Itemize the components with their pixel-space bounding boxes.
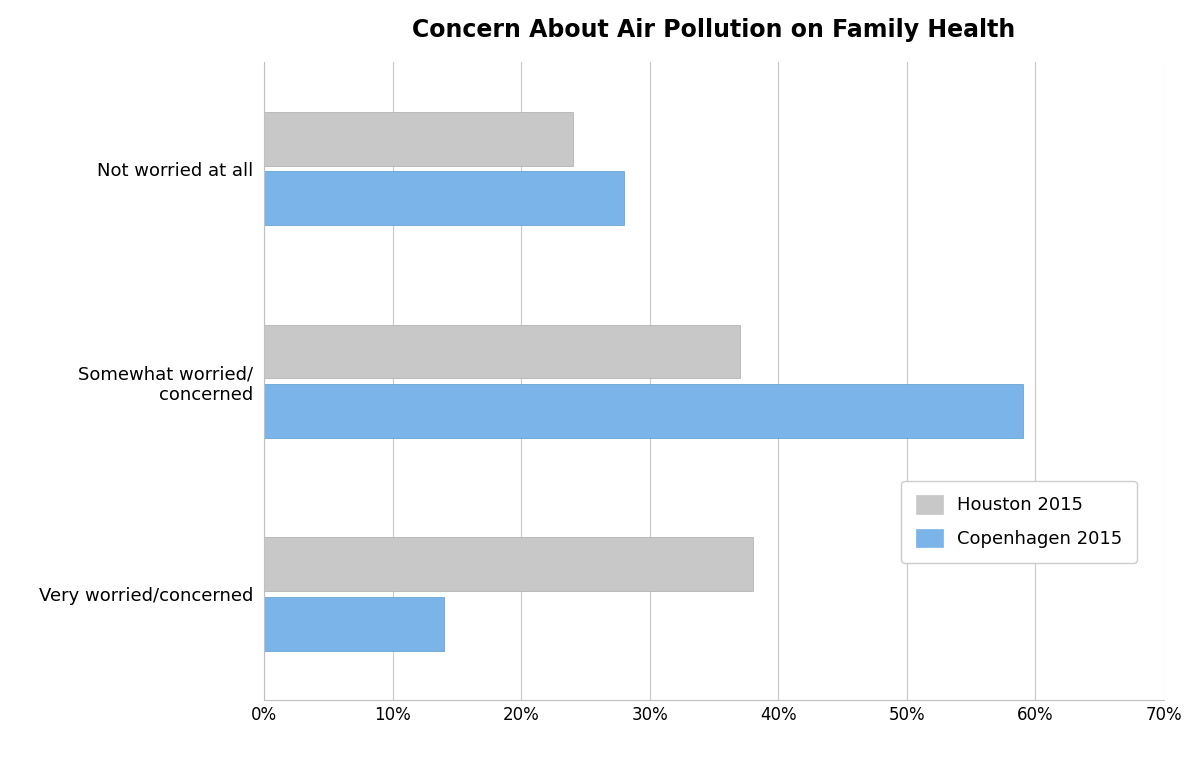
Bar	[264, 171, 624, 226]
Bar	[264, 112, 572, 166]
Title: Concern About Air Pollution on Family Health: Concern About Air Pollution on Family He…	[413, 18, 1015, 42]
Bar	[264, 384, 1022, 438]
Bar	[264, 537, 752, 591]
Bar	[264, 324, 739, 378]
Bar	[264, 597, 444, 650]
Legend: Houston 2015, Copenhagen 2015: Houston 2015, Copenhagen 2015	[901, 481, 1136, 562]
